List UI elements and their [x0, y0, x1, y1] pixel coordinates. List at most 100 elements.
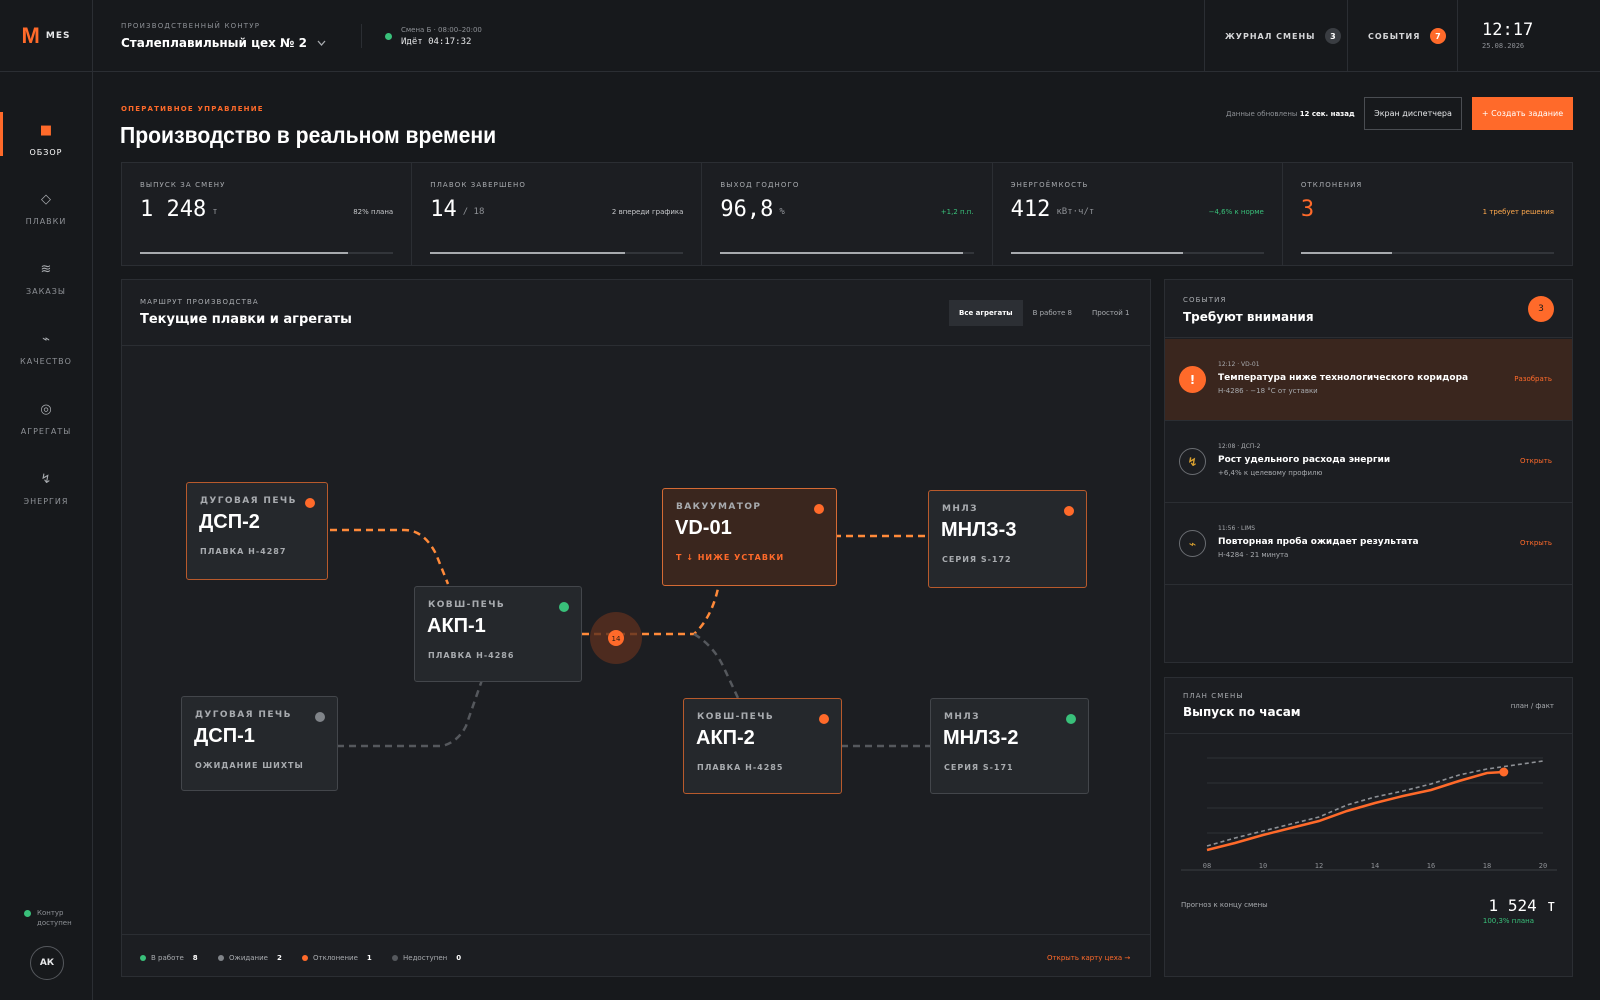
signal-icon: ⌁: [1179, 530, 1206, 557]
event-action[interactable]: Открыть: [1520, 539, 1552, 547]
sidebar-item-units[interactable]: ◎ АГРЕГАТЫ: [0, 391, 92, 447]
kpi-card: ВЫХОД ГОДНОГО 96,8% +1,2 п.п.: [702, 163, 993, 265]
kpi-note: 2 впереди графика: [611, 208, 684, 216]
context-selector[interactable]: Сталеплавильный цех № 2: [121, 36, 326, 50]
node-dsp1[interactable]: ДУГОВАЯ ПЕЧЬ ДСП-1 ОЖИДАНИЕ ШИХТЫ: [181, 696, 338, 791]
event-title: Рост удельного расхода энергии: [1218, 455, 1391, 465]
node-type: ДУГОВАЯ ПЕЧЬ: [195, 710, 292, 720]
updated-value: 12 сек. назад: [1299, 110, 1355, 118]
legend-dot: [218, 955, 224, 961]
legend-item: Ожидание 2: [218, 954, 282, 962]
current-point-marker: [1499, 767, 1509, 777]
kpi-card: ВЫПУСК ЗА СМЕНУ 1 248 т 82% плана: [122, 163, 413, 265]
node-name: МНЛЗ-2: [943, 727, 1019, 749]
legend-dot: [392, 955, 398, 961]
context-label: ПРОИЗВОДСТВЕННЫЙ КОНТУР: [121, 22, 261, 30]
event-item[interactable]: ⌁ 11:56 · LIMS Повторная проба ожидает рез…: [1165, 503, 1572, 585]
sidebar-item-orders[interactable]: ≋ ЗАКАЗЫ: [0, 251, 92, 307]
node-status-dot: [819, 714, 829, 724]
x-tick-label: 08: [1203, 862, 1211, 870]
event-item[interactable]: ↯ 12:08 · ДСП-2 Рост удельного расхода эне…: [1165, 421, 1572, 503]
plan-header: ПЛАН СМЕНЫ Выпуск по часам план / факт: [1165, 678, 1572, 734]
tab-in-work[interactable]: В работе 8: [1032, 309, 1073, 317]
event-meta: 12:12 · VD-01: [1218, 361, 1260, 368]
node-akp2[interactable]: КОВШ-ПЕЧЬ АКП-2 ПЛАВКА Н-4285: [683, 698, 842, 794]
open-map-link[interactable]: Открыть карту цеха →: [1047, 954, 1131, 962]
events-button[interactable]: СОБЫТИЯ 7: [1347, 0, 1457, 72]
node-type: МНЛЗ: [942, 504, 978, 514]
legend-dot: [140, 955, 146, 961]
shift-status-dot: [385, 33, 392, 40]
logo-mark: M: [21, 22, 40, 48]
sidebar-item-heats[interactable]: ◇ ПЛАВКИ: [0, 181, 92, 237]
events-count-badge: 3: [1528, 296, 1554, 322]
kpi-progress: [430, 252, 684, 254]
event-action[interactable]: Открыть: [1520, 457, 1552, 465]
forecast-value: 1 524 т: [1489, 896, 1556, 915]
events-label: СОБЫТИЯ: [1368, 31, 1421, 41]
x-tick-label: 10: [1259, 862, 1267, 870]
dispatcher-screen-button[interactable]: Экран диспетчера: [1364, 97, 1462, 130]
node-mnlz2[interactable]: МНЛЗ МНЛЗ-2 СЕРИЯ S-171: [930, 698, 1089, 794]
section-label: ОПЕРАТИВНОЕ УПРАВЛЕНИЕ: [121, 105, 264, 113]
tab-idle[interactable]: Простой 1: [1092, 309, 1130, 317]
updated-prefix: Данные обновлены: [1226, 110, 1298, 118]
node-dsp2[interactable]: ДУГОВАЯ ПЕЧЬ ДСП-2 ПЛАВКА Н-4287: [186, 482, 328, 580]
shift-schedule: Смена Б · 08:00–20:00: [401, 26, 482, 34]
sidebar-item-label: ПЛАВКИ: [25, 216, 67, 226]
plan-mode-toggle[interactable]: план / факт: [1510, 702, 1554, 710]
route-map: 14 ДУГОВАЯ ПЕЧЬ ДСП-2 ПЛАВКА Н-4287 КОВШ-ПЕ…: [122, 346, 1152, 934]
divider: [361, 24, 362, 48]
sidebar-item-quality[interactable]: ⌁ КАЧЕСТВО: [0, 321, 92, 377]
sidebar-item-label: ЭНЕРГИЯ: [23, 496, 69, 506]
event-detail: Н-4284 · 21 минута: [1218, 551, 1289, 559]
node-status-dot: [1066, 714, 1076, 724]
status-line: Контур: [37, 909, 64, 917]
signal-icon: ⌁: [42, 331, 50, 347]
legend-dot: [302, 955, 308, 961]
junction-marker[interactable]: [608, 630, 624, 646]
context-value: Сталеплавильный цех № 2: [121, 36, 307, 50]
clock: 12:17 25.08.2026: [1457, 0, 1600, 72]
kpi-value: 14 / 18: [430, 197, 484, 222]
legend-count: 8: [192, 954, 198, 962]
grid-icon: ■: [39, 122, 53, 138]
avatar[interactable]: АК: [30, 946, 64, 980]
event-item[interactable]: ! 12:12 · VD-01 Температура ниже технологи…: [1165, 339, 1572, 421]
event-meta: 11:56 · LIMS: [1218, 525, 1256, 532]
sidebar-item-overview[interactable]: ■ ОБЗОР: [0, 112, 92, 168]
events-header: СОБЫТИЯ Требуют внимания 3: [1165, 280, 1572, 338]
events-panel-title: Требуют внимания: [1183, 310, 1314, 324]
shift-journal-button[interactable]: ЖУРНАЛ СМЕНЫ 3: [1204, 0, 1347, 72]
sidebar-item-energy[interactable]: ↯ ЭНЕРГИЯ: [0, 461, 92, 517]
logo[interactable]: M MES: [0, 0, 92, 72]
kpi-label: ВЫПУСК ЗА СМЕНУ: [140, 181, 226, 189]
legend-item: Отклонение 1: [302, 954, 372, 962]
kpi-number: 3: [1300, 197, 1315, 222]
series-line-fact: [1206, 770, 1504, 852]
legend-label: Недоступен: [403, 954, 448, 962]
plan-title: Выпуск по часам: [1183, 705, 1301, 719]
node-vd01[interactable]: ВАКУУМАТОР VD-01 T ↓ НИЖЕ УСТАВКИ: [662, 488, 837, 586]
tab-all-units[interactable]: Все агрегаты: [949, 300, 1023, 326]
kpi-progress-fill: [140, 252, 348, 254]
node-akp1[interactable]: КОВШ-ПЕЧЬ АКП-1 ПЛАВКА Н-4286: [414, 586, 582, 682]
node-name: ДСП-2: [199, 511, 260, 533]
x-tick-label: 20: [1539, 862, 1547, 870]
journal-count-badge: 3: [1325, 28, 1342, 44]
x-tick-label: 18: [1483, 862, 1491, 870]
clock-time: 12:17: [1482, 20, 1534, 40]
kpi-note: 1 требует решения: [1482, 208, 1555, 216]
legend-item: Недоступен 0: [392, 954, 461, 962]
alert-icon: !: [1179, 366, 1206, 393]
kpi-note: +1,2 п.п.: [940, 208, 974, 216]
route-link: [337, 679, 484, 748]
kpi-progress-fill: [430, 252, 626, 254]
legend-count: 2: [276, 954, 282, 962]
plan-panel: ПЛАН СМЕНЫ Выпуск по часам план / факт 0…: [1164, 677, 1573, 977]
legend-label: Ожидание: [229, 954, 268, 962]
node-mnlz3[interactable]: МНЛЗ МНЛЗ-3 СЕРИЯ S-172: [928, 490, 1087, 588]
sidebar-item-label: КАЧЕСТВО: [20, 356, 72, 366]
event-action[interactable]: Разобрать: [1514, 375, 1552, 383]
create-task-button[interactable]: + Создать задание: [1472, 97, 1573, 130]
